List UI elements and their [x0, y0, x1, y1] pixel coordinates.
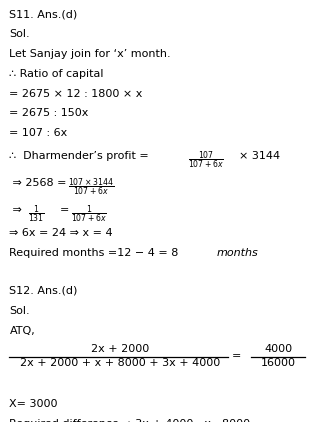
Text: ⇒ 6x = 24 ⇒ x = 4: ⇒ 6x = 24 ⇒ x = 4: [9, 228, 113, 238]
Text: 2x + 2000: 2x + 2000: [91, 344, 149, 354]
Text: = 2675 × 12 : 1800 × x: = 2675 × 12 : 1800 × x: [9, 89, 143, 99]
Text: = 107 : 6x: = 107 : 6x: [9, 128, 68, 138]
Text: months: months: [216, 248, 258, 258]
Text: =: =: [60, 205, 70, 215]
Text: =: =: [232, 351, 242, 361]
Text: Sol.: Sol.: [9, 306, 30, 316]
Text: 16000: 16000: [261, 358, 295, 368]
Text: × 3144: × 3144: [239, 151, 280, 161]
Text: Required months =12 − 4 = 8: Required months =12 − 4 = 8: [9, 248, 182, 258]
Text: Sol.: Sol.: [9, 29, 30, 39]
Text: ⇒ 2568 =: ⇒ 2568 =: [9, 178, 70, 188]
Text: S12. Ans.(d): S12. Ans.(d): [9, 286, 78, 296]
Text: ATQ,: ATQ,: [9, 326, 35, 335]
Text: $\frac{107}{107+6x}$: $\frac{107}{107+6x}$: [188, 150, 224, 171]
Text: = 2675 : 150x: = 2675 : 150x: [9, 108, 89, 119]
Text: X= 3000: X= 3000: [9, 399, 58, 409]
Text: $\frac{107\times3144}{107+6x}$: $\frac{107\times3144}{107+6x}$: [68, 177, 114, 198]
Text: Required difference → 3x + 4000 - x - 8000: Required difference → 3x + 4000 - x - 80…: [9, 419, 251, 422]
Text: ∴ Ratio of capital: ∴ Ratio of capital: [9, 69, 104, 79]
Text: $\frac{1}{107+6x}$: $\frac{1}{107+6x}$: [71, 203, 107, 225]
Text: S11. Ans.(d): S11. Ans.(d): [9, 9, 78, 19]
Text: 4000: 4000: [264, 344, 292, 354]
Text: ∴  Dharmender’s profit =: ∴ Dharmender’s profit =: [9, 151, 153, 161]
Text: Let Sanjay join for ‘x’ month.: Let Sanjay join for ‘x’ month.: [9, 49, 171, 59]
Text: 2x + 2000 + x + 8000 + 3x + 4000: 2x + 2000 + x + 8000 + 3x + 4000: [20, 358, 220, 368]
Text: ⇒: ⇒: [9, 205, 26, 215]
Text: $\frac{1}{131}$: $\frac{1}{131}$: [28, 203, 45, 225]
